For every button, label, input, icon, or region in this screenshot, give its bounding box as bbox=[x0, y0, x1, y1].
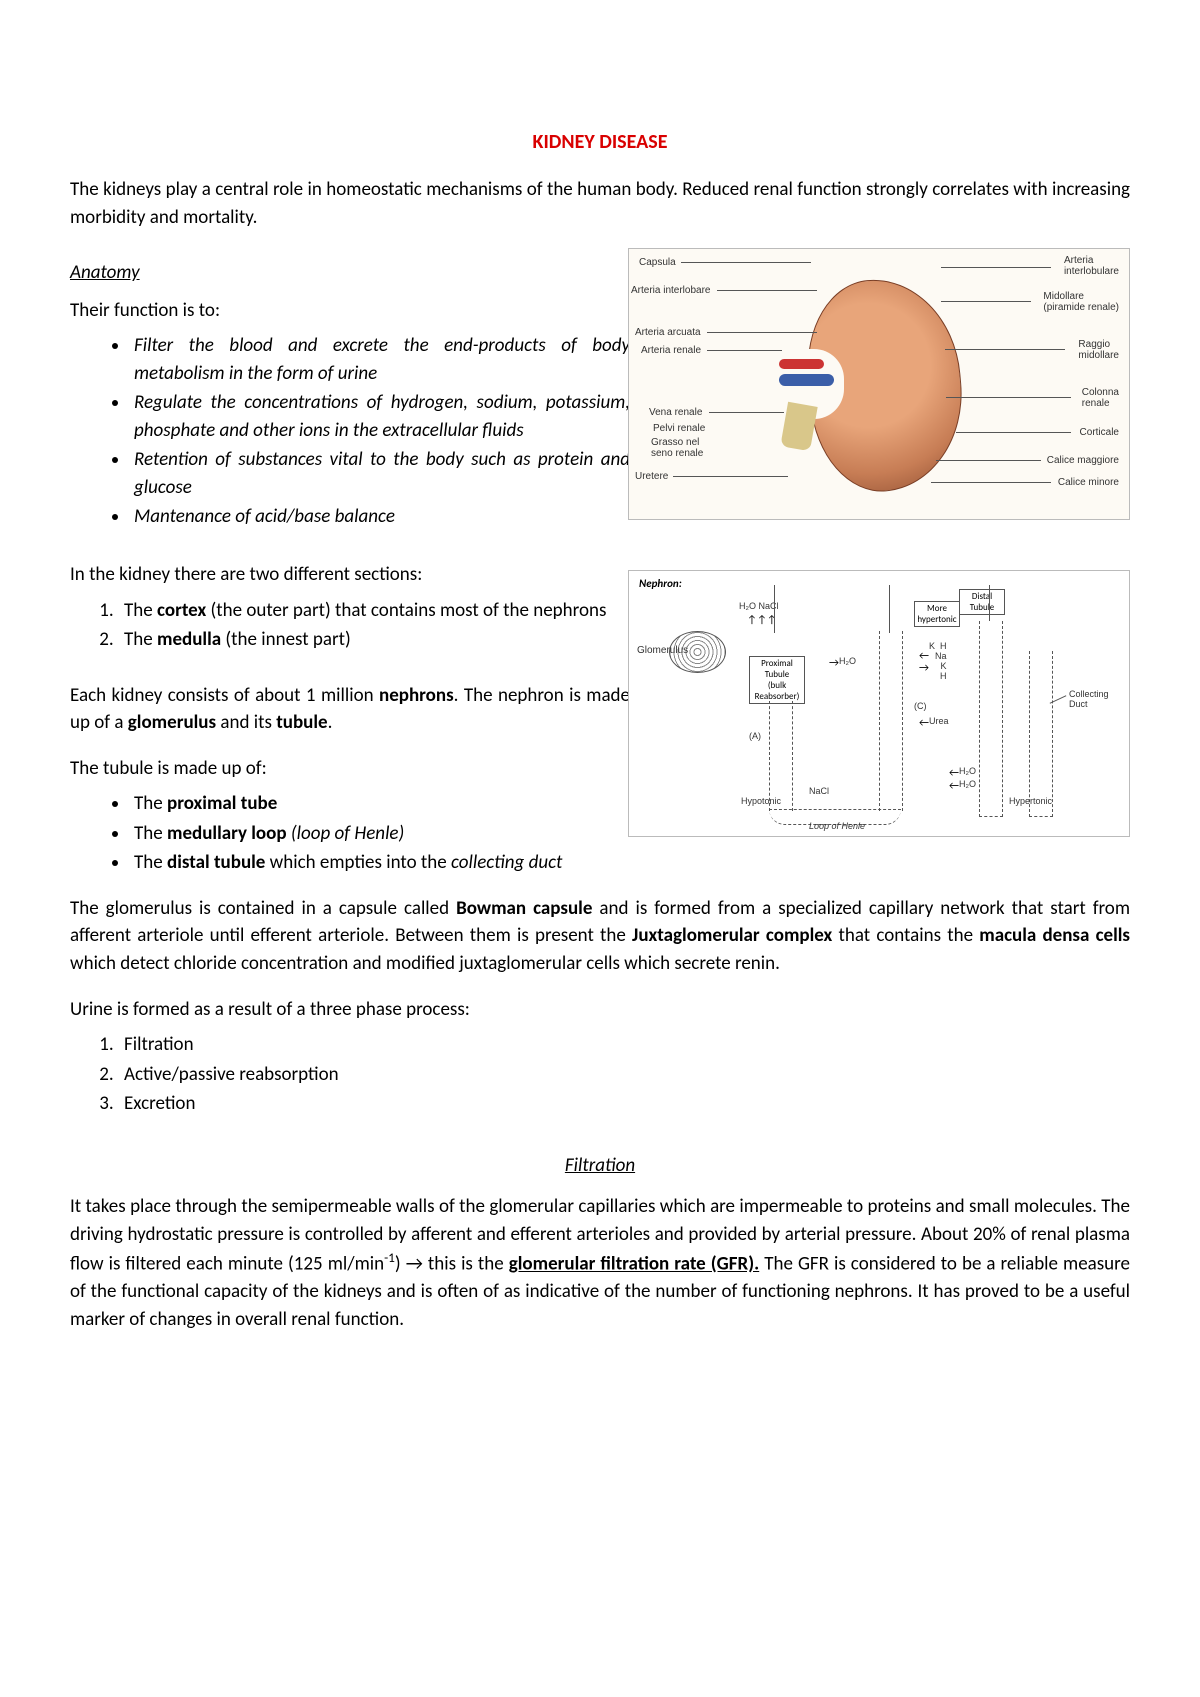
nephron-figure: Nephron: Glomerulus Proximal Tubule (bul… bbox=[628, 570, 1130, 837]
fig2-label: (C) bbox=[914, 701, 927, 711]
function-item: Filter the blood and excrete the end-pro… bbox=[130, 332, 630, 387]
fig1-label: Calice maggiore bbox=[1047, 455, 1119, 466]
fig2-label: Glomerulus bbox=[637, 645, 688, 656]
descending-limb bbox=[769, 701, 793, 811]
left-column-2: Each kidney consists of about 1 million … bbox=[70, 682, 630, 877]
distal-box: Distal Tubule bbox=[959, 589, 1005, 615]
phase-item: Filtration bbox=[118, 1031, 1130, 1059]
phase-item: Active/passive reabsorption bbox=[118, 1061, 1130, 1089]
fig2-title: Nephron: bbox=[639, 577, 682, 590]
fig1-label: Calice minore bbox=[1058, 477, 1119, 488]
fig2-label: Hypotonic bbox=[741, 796, 781, 806]
fig2-label: Loop of Henle bbox=[809, 821, 865, 831]
renal-artery bbox=[779, 359, 824, 369]
tubule-item: The distal tubule which empties into the… bbox=[130, 849, 630, 877]
fig2-label: Urea bbox=[929, 716, 949, 726]
function-list: Filter the blood and excrete the end-pro… bbox=[70, 332, 630, 531]
intro-paragraph: The kidneys play a central role in homeo… bbox=[70, 176, 1130, 231]
ascending-limb bbox=[879, 631, 903, 811]
urine-intro: Urine is formed as a result of a three p… bbox=[70, 996, 1130, 1024]
function-item: Mantenance of acid/base balance bbox=[130, 503, 630, 531]
function-item: Regulate the concentrations of hydrogen,… bbox=[130, 389, 630, 444]
fig1-label: Capsula bbox=[639, 257, 676, 268]
fig1-label: Vena renale bbox=[649, 407, 702, 418]
kidney-anatomy-figure: Capsula Arteria interlobare Arteria arcu… bbox=[628, 248, 1130, 520]
more-hypertonic: More hypertonic bbox=[914, 601, 960, 627]
fig1-label: Arteria renale bbox=[641, 345, 701, 356]
nephron-paragraph: Each kidney consists of about 1 million … bbox=[70, 682, 630, 737]
fig2-label: H₂O NaCl bbox=[739, 601, 779, 611]
fig2-label: H₂O bbox=[959, 766, 976, 776]
tubule-item: The medullary loop (loop of Henle) bbox=[130, 820, 630, 848]
tubule-item: The proximal tube bbox=[130, 790, 630, 818]
filtration-heading: Filtration bbox=[70, 1152, 1130, 1180]
document-page: KIDNEY DISEASE The kidneys play a centra… bbox=[0, 0, 1200, 1697]
fig2-label: K H Na K H bbox=[929, 641, 947, 681]
fig1-label: Raggio midollare bbox=[1078, 339, 1119, 361]
fig1-label: Arteria interlobare bbox=[631, 285, 710, 296]
ureter-shape bbox=[780, 402, 817, 452]
outer-tube bbox=[1029, 651, 1053, 817]
tubule-intro: The tubule is made up of: bbox=[70, 755, 630, 783]
left-column-1: Their function is to: Filter the blood a… bbox=[70, 297, 630, 531]
fig2-label: H₂O bbox=[959, 779, 976, 789]
tubule-list: The proximal tube The medullary loop (lo… bbox=[70, 790, 630, 877]
fig2-label: (A) bbox=[749, 731, 761, 741]
fig2-label: NaCl bbox=[809, 786, 829, 796]
fig2-label: Hypertonic bbox=[1009, 796, 1052, 806]
fig1-label: Uretere bbox=[635, 471, 668, 482]
fig1-label: Colonna renale bbox=[1082, 387, 1119, 409]
fig1-label: Corticale bbox=[1080, 427, 1119, 438]
page-title: KIDNEY DISEASE bbox=[70, 130, 1130, 154]
function-item: Retention of substances vital to the bod… bbox=[130, 446, 630, 501]
collecting-duct-tube bbox=[979, 621, 1003, 817]
glomerulus-paragraph: The glomerulus is contained in a capsule… bbox=[70, 895, 1130, 978]
proximal-box: Proximal Tubule (bulk Reabsorber) bbox=[749, 656, 805, 704]
phase-list: Filtration Active/passive reabsorption E… bbox=[70, 1031, 1130, 1118]
fig1-label: Pelvi renale bbox=[653, 423, 705, 434]
renal-vein bbox=[779, 374, 834, 386]
fig2-label: Collecting Duct bbox=[1069, 689, 1109, 709]
function-intro: Their function is to: bbox=[70, 297, 630, 325]
filtration-paragraph: It takes place through the semipermeable… bbox=[70, 1193, 1130, 1333]
fig1-label: Arteria arcuata bbox=[635, 327, 701, 338]
fig2-label: H₂O bbox=[839, 656, 856, 666]
fig1-label: Arteria interlobulare bbox=[1064, 255, 1119, 277]
phase-item: Excretion bbox=[118, 1090, 1130, 1118]
fig1-label: Midollare (piramide renale) bbox=[1043, 291, 1119, 313]
fig1-label: Grasso nel seno renale bbox=[651, 437, 703, 459]
